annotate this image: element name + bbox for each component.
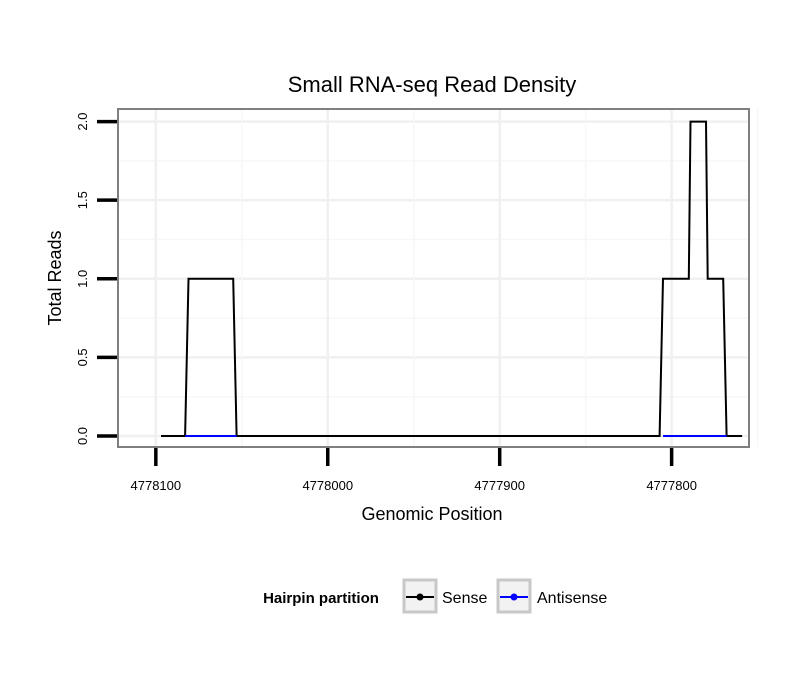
legend-label-sense: Sense [442, 590, 487, 607]
legend-label-antisense: Antisense [537, 590, 607, 607]
x-tick-label: 4778100 [131, 478, 182, 493]
legend-key-sense-dot [416, 593, 424, 601]
x-tick-label: 4778000 [302, 478, 353, 493]
y-tick-label: 1.5 [75, 191, 90, 209]
plot-panel-border [117, 108, 750, 448]
series-sense-line [161, 120, 743, 437]
y-axis-title: Total Reads [45, 230, 65, 325]
chart-title: Small RNA-seq Read Density [288, 72, 577, 97]
legend-title: Hairpin partition [263, 590, 379, 607]
x-tick-label: 4777900 [474, 478, 525, 493]
y-tick-label: 2.0 [75, 113, 90, 131]
grid-lines [118, 109, 759, 447]
y-tick-label: 0.0 [75, 427, 90, 445]
y-tick-label: 1.0 [75, 270, 90, 288]
legend-key-antisense-dot [510, 593, 518, 601]
x-axis-title: Genomic Position [361, 504, 502, 524]
series-lines [161, 120, 743, 437]
y-axis: 0.0 0.5 1.0 1.5 2.0 [75, 113, 117, 445]
y-tick-label: 0.5 [75, 348, 90, 366]
x-axis: 4778100 4778000 4777900 4777800 [131, 448, 697, 493]
legend: Hairpin partition Sense Antisense [263, 578, 607, 614]
x-tick-label: 4777800 [646, 478, 697, 493]
